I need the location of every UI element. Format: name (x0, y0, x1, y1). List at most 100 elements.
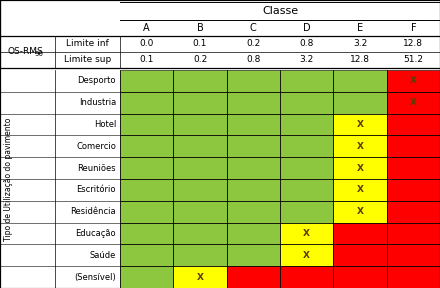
Bar (120, 113, 173, 135)
Text: X: X (410, 98, 417, 107)
Text: X: X (356, 120, 363, 129)
Bar (280, 70, 334, 92)
Bar (173, 157, 227, 179)
Text: Desporto: Desporto (77, 76, 116, 86)
Bar (334, 201, 387, 223)
Text: 12.8: 12.8 (350, 56, 370, 65)
Text: 3.2: 3.2 (300, 56, 314, 65)
Bar (227, 245, 280, 266)
Bar (334, 113, 387, 135)
Text: Escritório: Escritório (77, 185, 116, 194)
Bar (334, 135, 387, 157)
Bar (173, 201, 227, 223)
Bar (387, 92, 440, 113)
Text: 0.1: 0.1 (139, 56, 154, 65)
Bar (280, 245, 334, 266)
Bar (120, 179, 173, 201)
Bar (280, 135, 334, 157)
Bar (387, 266, 440, 288)
Bar (227, 135, 280, 157)
Text: Classe: Classe (262, 6, 298, 16)
Bar (227, 201, 280, 223)
Bar (387, 245, 440, 266)
Bar (120, 245, 173, 266)
Bar (173, 92, 227, 113)
Text: Tipo de Utilização do pavimento: Tipo de Utilização do pavimento (4, 117, 12, 241)
Text: 3.2: 3.2 (353, 39, 367, 48)
Bar (280, 179, 334, 201)
Text: F: F (411, 23, 416, 33)
Bar (120, 92, 173, 113)
Text: D: D (303, 23, 311, 33)
Bar (280, 113, 334, 135)
Text: B: B (197, 23, 203, 33)
Text: Residência: Residência (70, 207, 116, 216)
Text: X: X (197, 273, 203, 282)
Text: A: A (143, 23, 150, 33)
Text: X: X (303, 229, 310, 238)
Bar (334, 179, 387, 201)
Bar (334, 245, 387, 266)
Bar (387, 179, 440, 201)
Bar (387, 223, 440, 245)
Text: C: C (250, 23, 257, 33)
Bar (334, 266, 387, 288)
Bar (120, 135, 173, 157)
Bar (387, 157, 440, 179)
Bar (334, 92, 387, 113)
Text: Limite sup: Limite sup (64, 56, 111, 65)
Text: 0.2: 0.2 (193, 56, 207, 65)
Text: X: X (356, 185, 363, 194)
Bar (173, 135, 227, 157)
Text: X: X (303, 251, 310, 260)
Bar (280, 201, 334, 223)
Text: (Sensível): (Sensível) (74, 273, 116, 282)
Bar (120, 157, 173, 179)
Text: 0.1: 0.1 (193, 39, 207, 48)
Bar (173, 223, 227, 245)
Bar (227, 113, 280, 135)
Bar (387, 70, 440, 92)
Text: Limite inf: Limite inf (66, 39, 109, 48)
Text: 51.2: 51.2 (403, 56, 423, 65)
Bar (120, 201, 173, 223)
Bar (227, 179, 280, 201)
Bar (387, 113, 440, 135)
Bar (227, 157, 280, 179)
Bar (227, 70, 280, 92)
Text: Industria: Industria (79, 98, 116, 107)
Text: X: X (356, 142, 363, 151)
Bar (334, 223, 387, 245)
Bar (280, 92, 334, 113)
Bar (280, 223, 334, 245)
Bar (334, 157, 387, 179)
Text: 0.8: 0.8 (300, 39, 314, 48)
Text: 12.8: 12.8 (403, 39, 423, 48)
Bar (173, 179, 227, 201)
Text: Comercio: Comercio (76, 142, 116, 151)
Bar (173, 70, 227, 92)
Bar (227, 92, 280, 113)
Text: Reuniões: Reuniões (77, 164, 116, 173)
Bar (334, 70, 387, 92)
Text: X: X (356, 164, 363, 173)
Bar (120, 223, 173, 245)
Bar (120, 70, 173, 92)
Bar (280, 266, 334, 288)
Bar (280, 157, 334, 179)
Bar (173, 113, 227, 135)
Text: X: X (356, 207, 363, 216)
Text: 90: 90 (34, 50, 43, 56)
Text: 0.0: 0.0 (139, 39, 154, 48)
Text: E: E (357, 23, 363, 33)
Text: Educação: Educação (75, 229, 116, 238)
Bar (387, 201, 440, 223)
Bar (227, 223, 280, 245)
Bar (173, 266, 227, 288)
Bar (120, 266, 173, 288)
Text: OS-RMS: OS-RMS (7, 48, 44, 56)
Bar (387, 135, 440, 157)
Text: 0.8: 0.8 (246, 56, 260, 65)
Bar (173, 245, 227, 266)
Text: 0.2: 0.2 (246, 39, 260, 48)
